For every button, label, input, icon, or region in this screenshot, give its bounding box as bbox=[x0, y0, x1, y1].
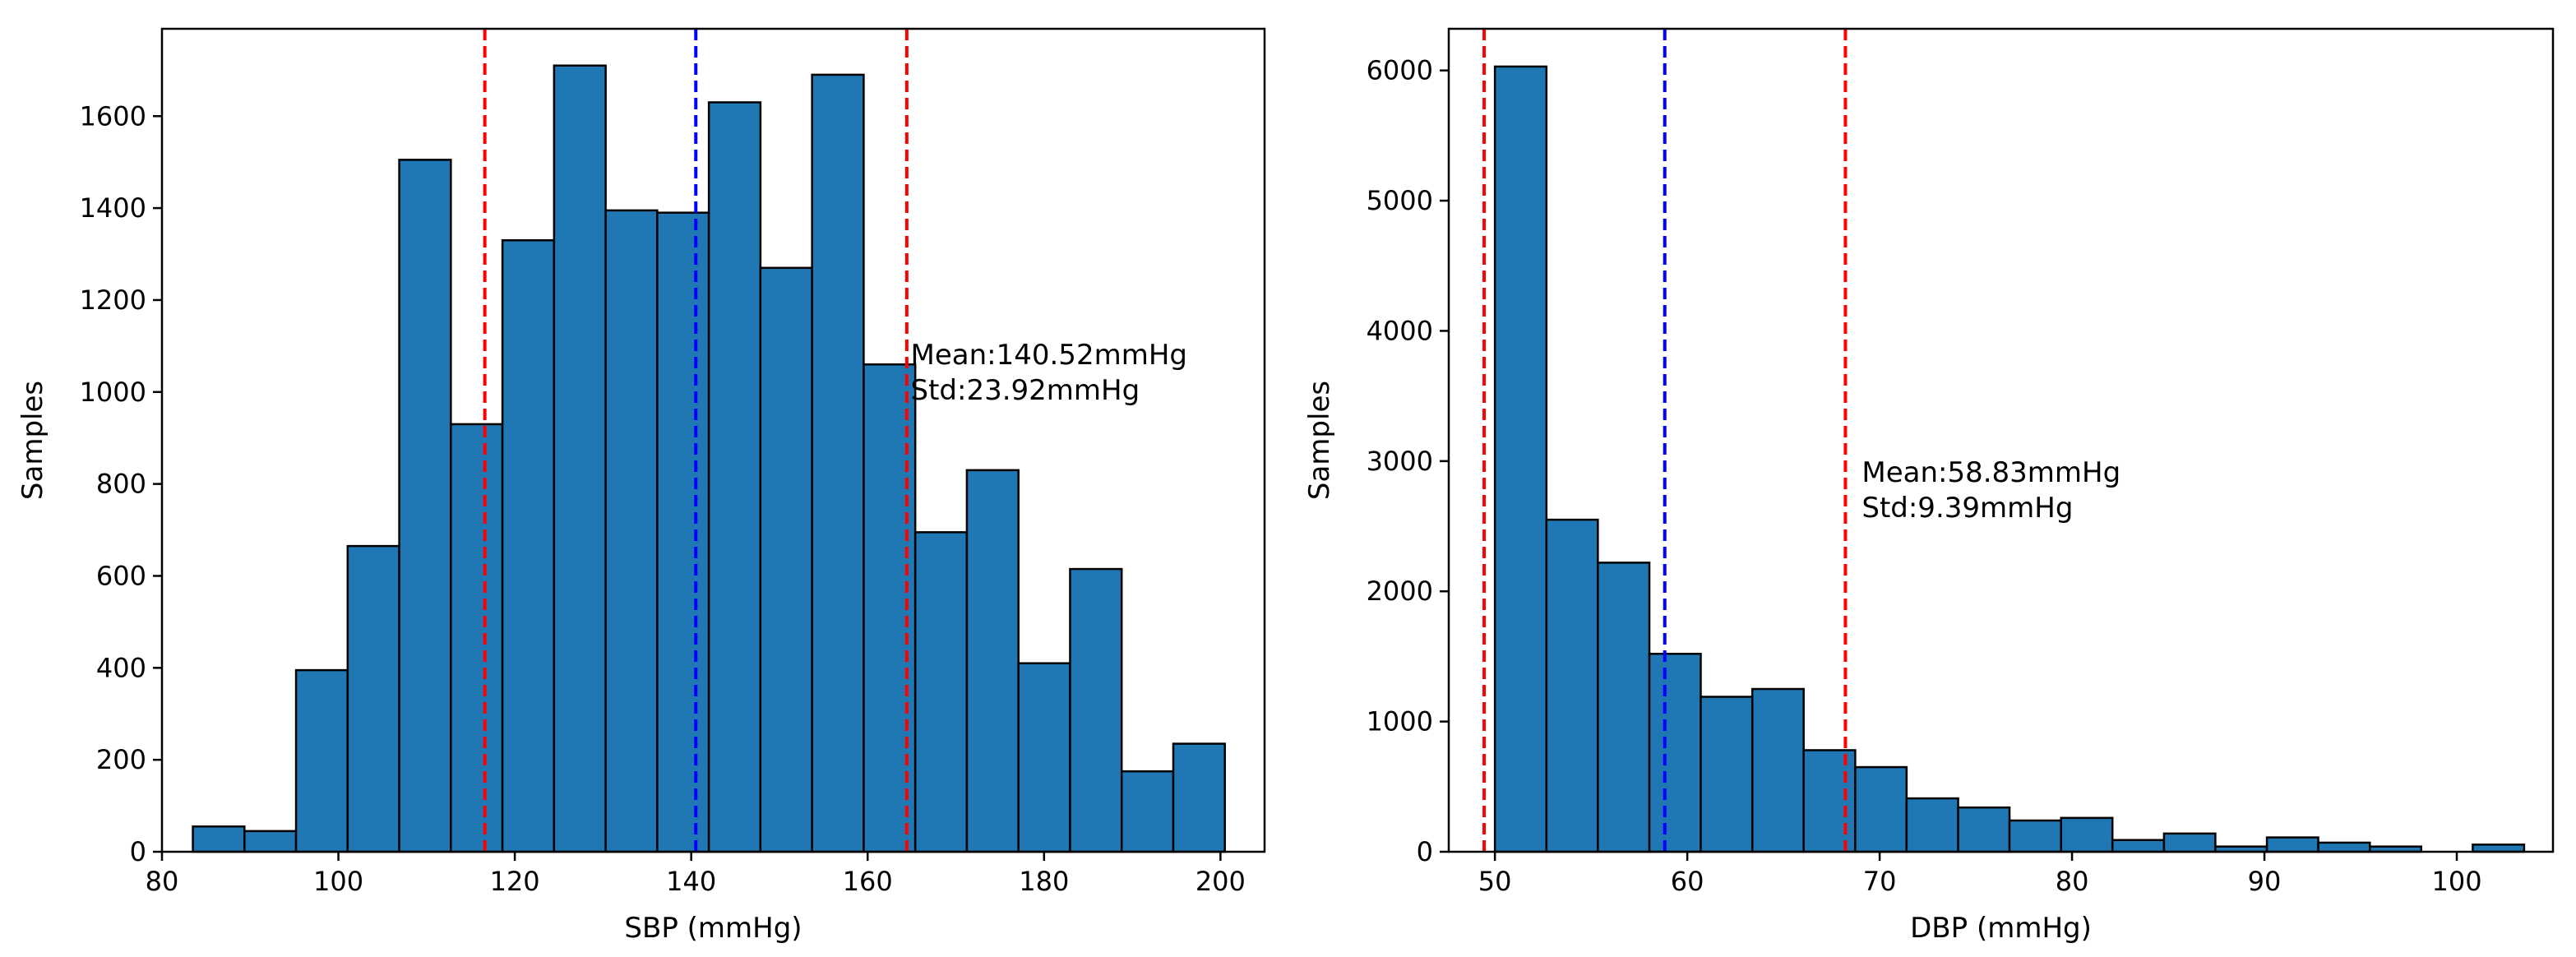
dbp-bar bbox=[2060, 816, 2114, 853]
sbp-ytick-label: 1200 bbox=[80, 284, 146, 316]
sbp-xtick-label: 120 bbox=[490, 866, 540, 897]
sbp-bar bbox=[656, 211, 710, 853]
sbp-bar bbox=[1017, 662, 1071, 853]
sbp-std-annotation: Std:23.92mmHg bbox=[911, 374, 1140, 407]
sbp-xtick-label: 140 bbox=[666, 866, 716, 897]
dbp-bar bbox=[2472, 844, 2526, 853]
dbp-axes-frame bbox=[1447, 27, 2555, 853]
sbp-bar bbox=[707, 101, 762, 853]
dbp-bar bbox=[1597, 562, 1651, 853]
dbp-ytick-label: 6000 bbox=[1367, 55, 1433, 86]
dbp-chart: 50 60 70 80 90 1000100020003000400050006000DB… bbox=[1303, 27, 2555, 945]
sbp-bar bbox=[243, 830, 298, 853]
dbp-xtick-label: 100 bbox=[2431, 866, 2481, 897]
dbp-bar bbox=[1905, 797, 1959, 853]
dbp-bar bbox=[2317, 841, 2371, 853]
sbp-xtick-label: 100 bbox=[313, 866, 363, 897]
sbp-bar bbox=[1172, 742, 1226, 853]
sbp-xtick-label: 200 bbox=[1196, 866, 1246, 897]
dbp-ytick-label: 1000 bbox=[1367, 706, 1433, 737]
sbp-bar bbox=[553, 64, 607, 853]
sbp-axes-frame bbox=[160, 27, 1266, 853]
sbp-bar bbox=[501, 238, 556, 853]
sbp-y-axis-label: Samples bbox=[16, 381, 49, 500]
sbp-ytick-label: 1600 bbox=[80, 100, 146, 132]
sbp-bar bbox=[294, 668, 349, 853]
dbp-xtick-label: 70 bbox=[1863, 866, 1897, 897]
sbp-bar bbox=[192, 825, 246, 853]
sbp-bar bbox=[913, 531, 969, 853]
dbp-std-annotation: Std:9.39mmHg bbox=[1861, 492, 2073, 525]
dbp-mean-annotation: Mean:58.83mmHg bbox=[1861, 456, 2120, 489]
sbp-x-axis-label: SBP (mmHg) bbox=[624, 912, 802, 945]
dbp-xtick-label: 80 bbox=[2056, 866, 2089, 897]
dbp-bar bbox=[1957, 806, 2011, 853]
sbp-bar bbox=[1120, 770, 1175, 853]
dbp-xtick-label: 50 bbox=[1478, 866, 1512, 897]
dbp-bar bbox=[2162, 832, 2217, 853]
dbp-bar bbox=[1493, 65, 1548, 853]
sbp-ytick-label: 1400 bbox=[80, 192, 146, 224]
dbp-bar bbox=[1648, 653, 1702, 853]
dbp-bar bbox=[1750, 687, 1805, 853]
sbp-ytick-label: 1000 bbox=[80, 377, 146, 408]
dbp-bar bbox=[1545, 518, 1599, 853]
sbp-bar bbox=[346, 544, 400, 853]
dbp-ytick-label: 4000 bbox=[1367, 315, 1433, 346]
sbp-bar bbox=[450, 423, 504, 853]
sbp-ytick-label: 200 bbox=[96, 744, 146, 775]
dbp-bar bbox=[2265, 836, 2319, 853]
sbp-ytick-label: 800 bbox=[96, 469, 146, 500]
dbp-ytick-label: 5000 bbox=[1367, 185, 1433, 216]
dbp-ytick-label: 3000 bbox=[1367, 446, 1433, 477]
sbp-bar bbox=[1069, 567, 1123, 853]
sbp-ytick-label: 600 bbox=[96, 560, 146, 591]
sbp-bar bbox=[398, 159, 452, 853]
sbp-xtick-label: 160 bbox=[843, 866, 893, 897]
dbp-bar bbox=[2111, 839, 2166, 853]
dbp-xtick-label: 60 bbox=[1671, 866, 1704, 897]
dbp-ytick-label: 0 bbox=[1417, 836, 1433, 867]
sbp-chart: 80 100 120 140 160 180 200 0 200 400 600 800 1000 120… bbox=[16, 27, 1266, 945]
dbp-bar bbox=[1802, 749, 1857, 853]
sbp-bar bbox=[811, 73, 865, 853]
sbp-xtick-label: 80 bbox=[146, 866, 179, 897]
dbp-xtick-label: 90 bbox=[2248, 866, 2282, 897]
sbp-mean-annotation: Mean:140.52mmHg bbox=[911, 339, 1187, 372]
sbp-ytick-label: 0 bbox=[130, 836, 146, 867]
dbp-y-axis-label: Samples bbox=[1303, 381, 1336, 500]
dbp-ytick-label: 2000 bbox=[1367, 576, 1433, 607]
sbp-bar bbox=[759, 266, 813, 853]
sbp-xtick-label: 180 bbox=[1019, 866, 1069, 897]
dbp-bar bbox=[1854, 765, 1908, 853]
dbp-bar bbox=[1700, 696, 1754, 853]
dbp-x-axis-label: DBP (mmHg) bbox=[1910, 912, 2092, 945]
sbp-bar bbox=[604, 209, 659, 853]
dbp-bar bbox=[2008, 819, 2062, 853]
sbp-bar bbox=[965, 469, 1020, 853]
sbp-ytick-label: 400 bbox=[96, 652, 146, 683]
